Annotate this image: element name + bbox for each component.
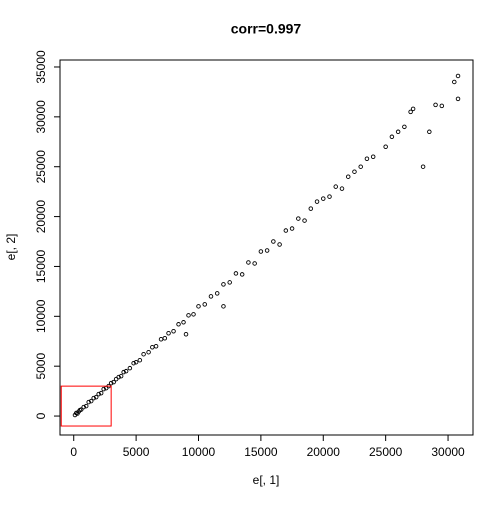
y-tick-label: 10000	[34, 299, 48, 333]
y-tick-label: 15000	[34, 249, 48, 283]
point	[186, 313, 191, 318]
point	[455, 96, 461, 102]
point	[239, 272, 245, 277]
point	[150, 344, 155, 350]
point	[408, 109, 413, 115]
point	[78, 407, 84, 412]
point	[98, 390, 104, 396]
point	[264, 248, 270, 253]
point	[452, 79, 457, 85]
point	[208, 294, 214, 299]
point	[289, 226, 295, 231]
chart-title: corr=0.997	[231, 21, 302, 37]
point	[183, 332, 189, 337]
y-tick-label: 0	[34, 412, 48, 419]
point	[333, 184, 338, 189]
plot-frame	[59, 59, 474, 436]
point	[116, 374, 121, 380]
point	[88, 398, 94, 404]
y-tick-label: 25000	[34, 150, 48, 184]
point	[191, 312, 196, 317]
point	[83, 403, 89, 409]
point	[233, 271, 239, 276]
point	[455, 73, 461, 79]
point	[433, 102, 438, 108]
point	[162, 336, 168, 341]
point	[96, 391, 101, 397]
point	[420, 164, 426, 169]
point	[181, 320, 186, 325]
point	[252, 261, 257, 266]
point	[121, 369, 126, 375]
point	[86, 399, 91, 405]
point	[439, 103, 445, 109]
point	[258, 249, 264, 254]
y-tick-label: 5000	[34, 353, 48, 380]
point	[118, 373, 124, 379]
point	[166, 331, 171, 336]
point	[214, 291, 220, 296]
point	[153, 343, 159, 349]
point	[141, 351, 146, 357]
point	[410, 106, 416, 112]
point	[227, 280, 232, 285]
point	[345, 174, 351, 179]
point	[383, 144, 388, 150]
point	[146, 349, 151, 355]
x-tick-label: 0	[70, 445, 77, 459]
point	[308, 206, 314, 211]
point	[321, 196, 326, 201]
point	[389, 134, 395, 140]
point	[221, 304, 226, 309]
point	[395, 129, 401, 135]
point	[176, 322, 181, 327]
y-tick-label: 30000	[34, 100, 48, 134]
point	[352, 169, 357, 174]
point	[108, 380, 114, 386]
highlight-box	[60, 385, 112, 427]
point	[133, 359, 139, 365]
x-tick-label: 10000	[182, 445, 216, 459]
point	[91, 395, 96, 401]
point	[123, 368, 129, 374]
y-tick-label: 35000	[34, 50, 48, 84]
point	[302, 218, 307, 223]
point	[196, 304, 201, 309]
point	[314, 199, 320, 204]
x-tick-label: 15000	[244, 445, 278, 459]
point	[283, 228, 289, 233]
point	[221, 282, 226, 287]
point	[131, 360, 136, 366]
point	[137, 357, 143, 363]
point	[101, 386, 106, 392]
x-tick-label: 5000	[123, 445, 150, 459]
point	[277, 242, 282, 247]
x-axis-label: e[, 1]	[253, 473, 280, 487]
x-tick-label: 20000	[307, 445, 341, 459]
point	[127, 365, 133, 371]
point	[202, 302, 207, 307]
point	[296, 216, 301, 221]
point	[171, 329, 176, 334]
x-tick-label: 25000	[369, 445, 403, 459]
point	[271, 239, 276, 244]
point	[111, 379, 116, 385]
point	[402, 124, 407, 130]
point	[370, 154, 376, 159]
point	[427, 129, 432, 135]
y-axis-label: e[, 2]	[4, 234, 18, 261]
point	[327, 194, 332, 199]
point	[81, 404, 86, 410]
x-tick-label: 30000	[431, 445, 465, 459]
point	[339, 186, 345, 191]
y-tick-label: 20000	[34, 200, 48, 234]
point	[93, 394, 99, 400]
point	[246, 260, 251, 265]
point	[158, 337, 164, 342]
point	[358, 164, 363, 169]
point	[364, 156, 370, 161]
